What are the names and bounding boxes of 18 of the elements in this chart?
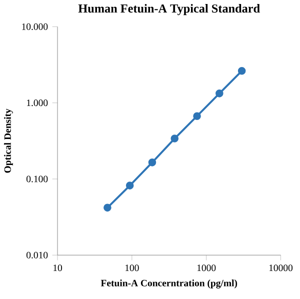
x-tick-label: 100 [125, 264, 139, 272]
point [104, 204, 112, 212]
y-axis-title: Optical Density [4, 108, 13, 173]
y-tick-label: 1.000 [27, 100, 48, 106]
point [126, 182, 134, 190]
y-tick-label: 0.100 [26, 176, 48, 182]
point [216, 90, 224, 98]
y-tick-label: 10.000 [22, 24, 48, 30]
x-tick-label: 1000 [197, 264, 216, 272]
chart-title: Human Fetuin-A Typical Standard [78, 4, 260, 16]
y-tick-label: 0.010 [26, 252, 48, 259]
x-tick-label: 10000 [269, 264, 293, 272]
x-tick-label: 10 [54, 264, 62, 272]
point [238, 67, 246, 75]
point [170, 134, 179, 143]
point [148, 158, 156, 167]
x-axis-title: Fetuin-A Concerntration (pg/ml) [100, 280, 238, 289]
point [193, 112, 201, 120]
